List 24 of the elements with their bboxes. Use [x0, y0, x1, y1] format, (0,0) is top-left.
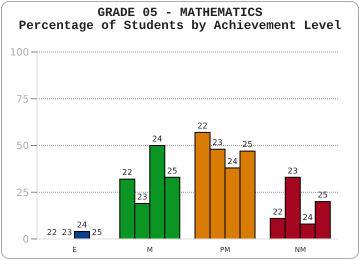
text: 23 [288, 166, 298, 176]
bar [74, 231, 90, 239]
text: 22 [197, 121, 208, 130]
series-label: 23 [137, 192, 148, 202]
y-tick-label: 100 [10, 48, 29, 59]
y-tick-label: 25 [16, 188, 29, 199]
text: 22 [46, 228, 58, 237]
y-tick-label: 0 [22, 234, 29, 246]
text: 25 [318, 190, 328, 200]
text: 25 [242, 140, 253, 150]
y-tick-label: 50 [16, 141, 29, 152]
text: 22 [272, 207, 283, 216]
text: 24 [302, 213, 313, 222]
series-label: 25 [167, 166, 178, 176]
text: 23 [212, 138, 223, 148]
text: 24 [152, 134, 162, 144]
y-tick-label: 75 [16, 94, 29, 106]
text: 25 [92, 228, 102, 237]
chart-subtitle: Percentage of Students by Achievement Level [18, 19, 342, 33]
series-label: 22 [122, 168, 132, 178]
text: 24 [227, 156, 238, 166]
series-label: 24 [76, 220, 88, 230]
chart-title: GRADE 05 - MATHEMATICS [96, 6, 264, 20]
text: 23 [62, 228, 72, 237]
